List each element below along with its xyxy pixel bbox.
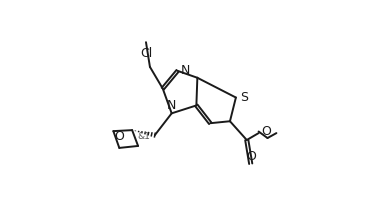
Text: N: N <box>181 64 191 77</box>
Text: O: O <box>114 130 124 143</box>
Text: N: N <box>167 99 176 112</box>
Text: &1: &1 <box>137 132 150 141</box>
Text: O: O <box>261 125 271 138</box>
Text: O: O <box>246 150 256 163</box>
Text: Cl: Cl <box>140 47 152 60</box>
Text: S: S <box>240 91 248 104</box>
